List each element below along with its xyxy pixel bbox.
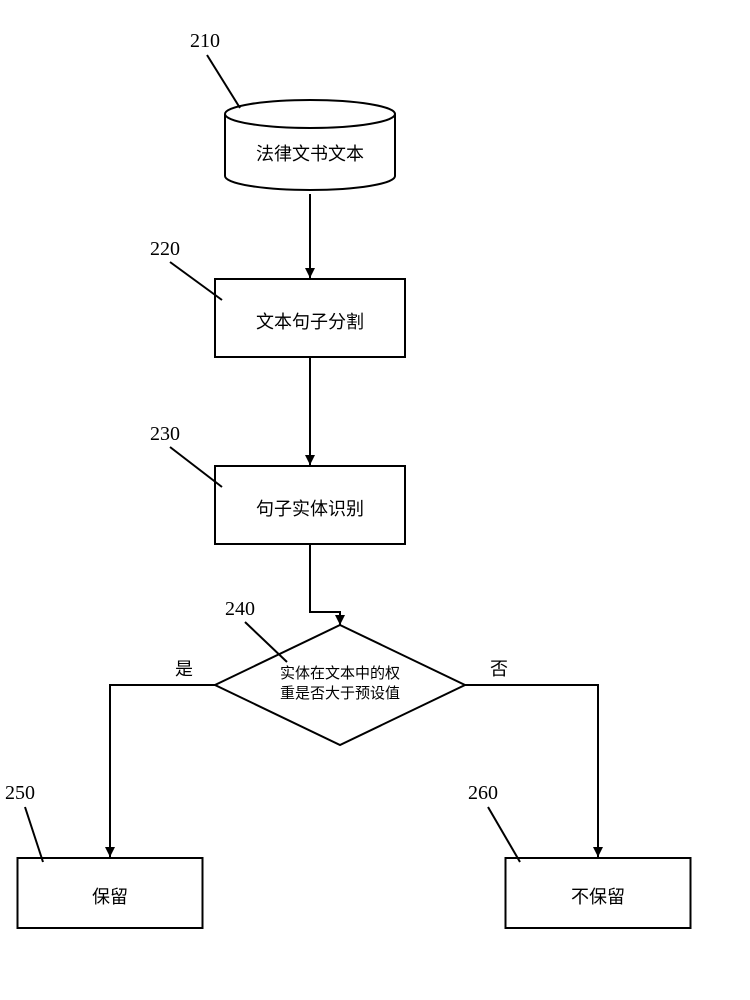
edge-label-n240-n250: 是 (175, 655, 193, 681)
callout-label-n220: 220 (150, 238, 180, 261)
node-text-n240: 实体在文本中的权重是否大于预设值 (260, 665, 420, 704)
callout-label-n230: 230 (150, 423, 180, 446)
node-text-n230: 句子实体识别 (215, 495, 405, 521)
leader-line-n250 (25, 807, 43, 862)
leader-line-n210 (207, 55, 240, 108)
edge-n230-n240 (310, 544, 340, 625)
callout-label-n210: 210 (190, 30, 220, 53)
callout-label-n250: 250 (5, 782, 35, 805)
edge-n240-n260 (465, 685, 598, 857)
leader-line-n240 (245, 622, 287, 662)
edge-n240-n250 (110, 685, 215, 857)
leader-line-n260 (488, 807, 520, 862)
edge-label-n240-n260: 否 (490, 655, 508, 681)
node-text-n260: 不保留 (506, 883, 691, 909)
node-text-n210: 法律文书文本 (225, 140, 395, 166)
node-text-n220: 文本句子分割 (215, 308, 405, 334)
callout-label-n240: 240 (225, 598, 255, 621)
node-text-n250: 保留 (18, 883, 203, 909)
callout-label-n260: 260 (468, 782, 498, 805)
